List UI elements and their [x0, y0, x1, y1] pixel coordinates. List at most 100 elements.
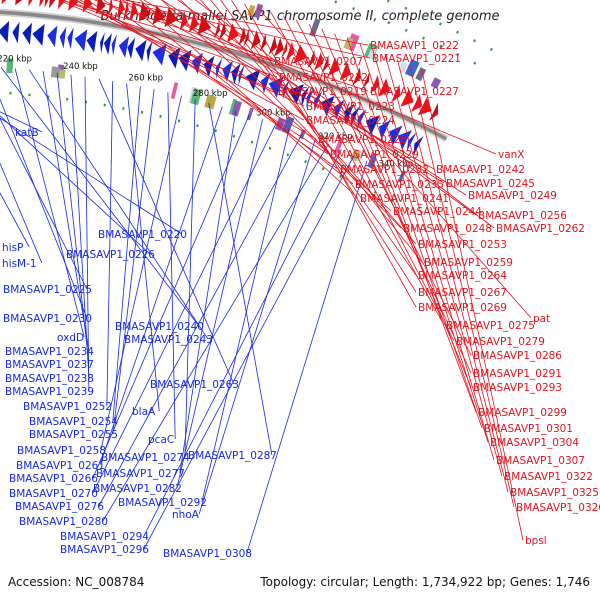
leader-line-right: [93, 0, 369, 92]
gene-label-left: BMASAVP1_0277: [96, 468, 185, 480]
leader-line-left: [0, 67, 200, 327]
leader-line-right: [161, 0, 467, 196]
gene-label-left: oxdD: [57, 332, 84, 344]
reverse-gene: [168, 47, 181, 69]
gc-block: [253, 3, 264, 19]
forward-gene: [238, 26, 246, 46]
reverse-gene: [86, 30, 98, 53]
reverse-gene: [222, 60, 233, 82]
reverse-gene: [178, 49, 192, 72]
leader-line-right: [73, 0, 305, 107]
reverse-gene: [301, 86, 310, 107]
reverse-gene: [12, 21, 20, 44]
tick-label: 240 kbp: [63, 62, 98, 72]
gene-label-left: BMASAVP1_0240: [115, 321, 204, 333]
leader-line-left: [179, 110, 237, 474]
leader-line-right: [372, 48, 495, 461]
leader-line-left: [70, 74, 90, 379]
gene-label-right: BMASAVP1_0248: [403, 223, 492, 235]
reverse-gene: [32, 24, 45, 46]
forward-gene: [197, 15, 212, 35]
leader-line-left: [102, 143, 329, 522]
tick-label: 220 kbp: [0, 54, 32, 64]
gene-label-right: BMASAVP1_0244: [393, 206, 482, 218]
reverse-gene: [118, 36, 130, 58]
gc-block: [334, 137, 345, 154]
leader-line-left: [84, 76, 90, 392]
reverse-gene: [365, 115, 380, 136]
gene-label-left: BMASAVP1_0292: [118, 497, 207, 509]
leader-line-left: [100, 95, 182, 451]
gene-label-right: BMASAVP1_0232: [340, 164, 429, 176]
gene-label-right: BMASAVP1_0275: [446, 320, 535, 332]
leader-line-left: [208, 102, 273, 456]
leader-line-right: [111, 0, 371, 59]
gene-label-right: BMASAVP1_0322: [504, 471, 593, 483]
reverse-gene: [246, 69, 261, 91]
leader-line-left: [56, 72, 90, 365]
leader-line-left: [98, 78, 235, 385]
reverse-gene: [413, 135, 424, 156]
leader-line-right: [346, 38, 483, 429]
leader-line-right: [270, 11, 445, 326]
leader-line-right: [126, 0, 497, 155]
gene-label-left: BMASAVP1_0270: [9, 488, 98, 500]
leader-line-right: [308, 24, 472, 374]
gene-label-left: BMASAVP1_0230: [3, 313, 92, 325]
gene-label-left: BMASAVP1_0225: [3, 284, 92, 296]
label-leader-lines: [0, 0, 532, 554]
forward-gene: [129, 0, 138, 21]
leader-line-left: [98, 133, 303, 507]
gene-label-right: BMASAVP1_0291: [473, 368, 562, 380]
leader-line-left: [112, 89, 155, 435]
gene-label-right: BMASAVP1_0256: [478, 210, 567, 222]
reverse-gene: [238, 64, 245, 86]
forward-gene: [15, 0, 23, 6]
leader-line-right: [121, 0, 354, 185]
reverse-gene: [67, 27, 74, 50]
leader-line-right: [86, 0, 329, 155]
tick-label: 260 kbp: [128, 73, 163, 83]
leader-line-right: [409, 64, 515, 508]
reverse-gene: [406, 132, 417, 152]
leader-line-left: [28, 69, 209, 340]
gene-label-left: BMASAVP1_0287: [188, 450, 277, 462]
gene-label-right: BMASAVP1_0279: [456, 336, 545, 348]
gene-label-right: BMASAVP1_0219: [278, 86, 367, 98]
forward-gene: [28, 0, 33, 7]
reverse-gene: [152, 44, 167, 66]
gene-label-left: BMASAVP1_0226: [66, 249, 155, 261]
forward-gene: [307, 49, 315, 69]
gene-label-right: BMASAVP1_0293: [473, 382, 562, 394]
forward-gene: [321, 54, 329, 74]
gc-block: [282, 116, 295, 134]
reverse-gene: [135, 39, 147, 62]
reverse-gene: [268, 76, 284, 98]
gene-label-left: BMASAVP1_0308: [163, 548, 252, 560]
reverse-gene: [306, 87, 315, 109]
leader-line-right: [177, 0, 477, 216]
forward-gene: [219, 21, 226, 41]
leader-line-right: [283, 15, 455, 342]
gene-label-right: BMASAVP1_0264: [418, 270, 507, 282]
leader-line-left: [0, 162, 43, 264]
gene-label-right: BMASAVP1_0262: [496, 223, 585, 235]
gene-label-right: BMASAVP1_0286: [473, 350, 562, 362]
reverse-gene: [127, 37, 136, 60]
gene-label-right: BMASAVP1_0221: [372, 53, 461, 65]
leader-line-right: [161, 0, 392, 212]
gene-labels: katB BMASAVP1_0220 hisP BMASAVP1_0226 hisM-1…: [2, 40, 600, 560]
reverse-gene: [215, 57, 223, 79]
gc-block: [404, 59, 420, 78]
reverse-gene: [111, 34, 117, 56]
leader-line-left: [0, 98, 88, 319]
leader-line-left: [42, 71, 90, 352]
gene-label-right: BMASAVP1_0224: [306, 115, 395, 127]
gene-label-right: BMASAVP1_0325: [510, 487, 599, 499]
topology-text: Topology: circular; Length: 1,734,922 bp…: [260, 575, 590, 589]
gene-label-right: BMASAVP1_0222: [370, 40, 459, 52]
leader-line-left: [106, 81, 114, 407]
gene-label-right: BMASAVP1_0299: [478, 407, 567, 419]
leader-line-left: [0, 117, 88, 290]
gene-label-left: BMASAVP1_0234: [5, 346, 94, 358]
